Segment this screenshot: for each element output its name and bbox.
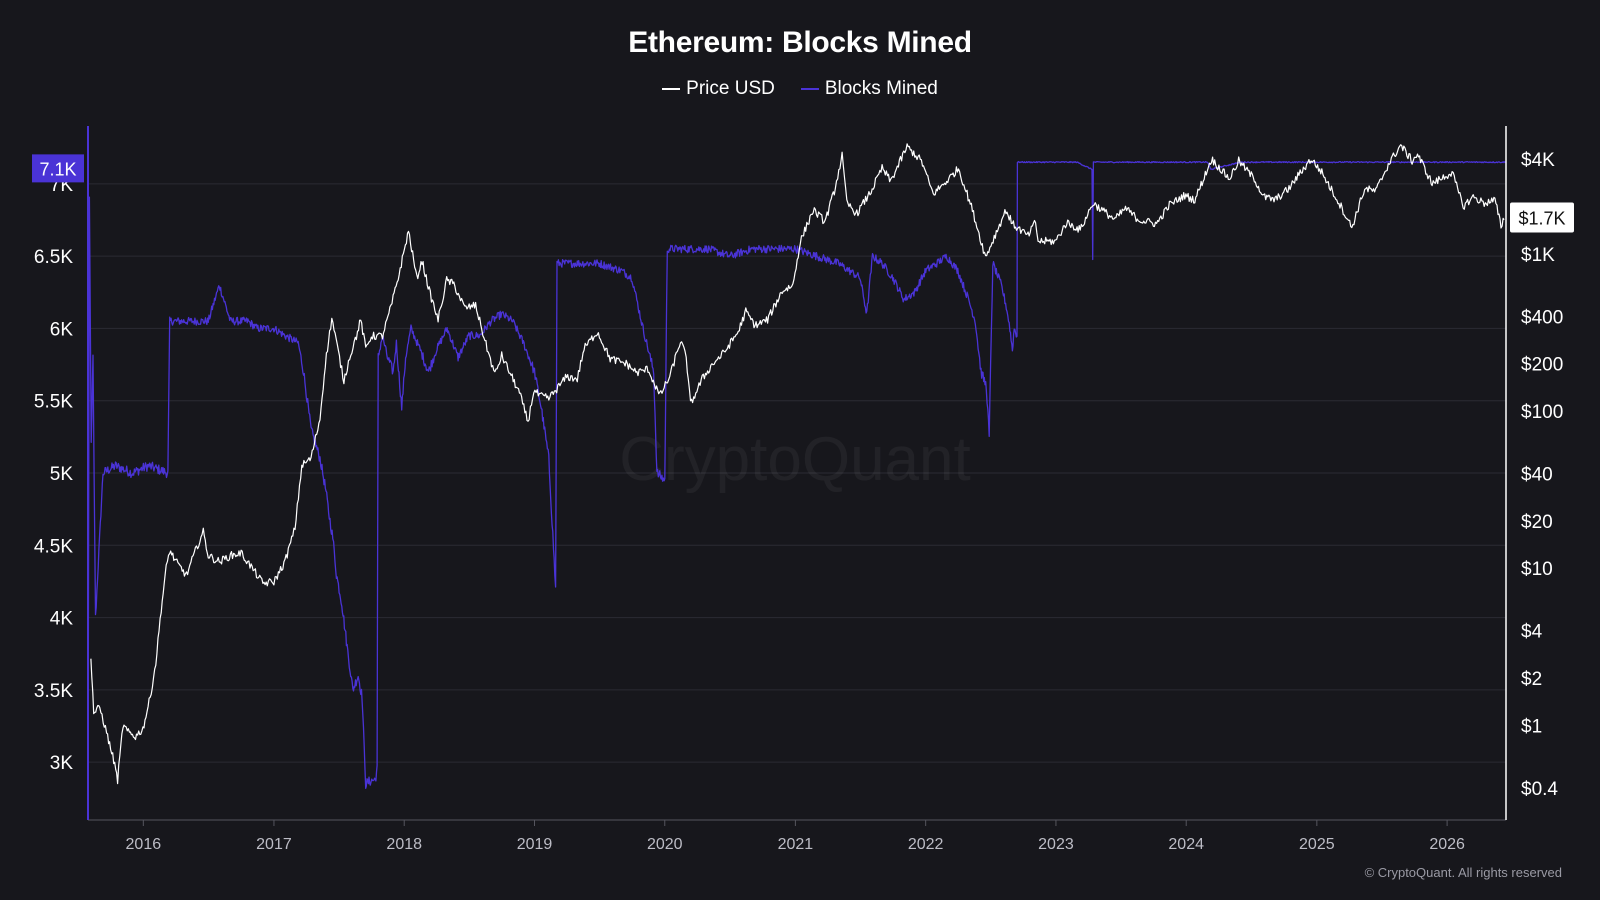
- y-left-tick-label: 5K: [50, 464, 74, 485]
- y-right-tick-label: $40: [1521, 465, 1553, 486]
- chart-title: Ethereum: Blocks Mined: [628, 26, 972, 59]
- legend-label-price: Price USD: [686, 78, 775, 99]
- y-right-tick-label: $4: [1521, 622, 1543, 643]
- y-axis-right-ticks: $0.4 $1 $2 $4 $10 $20 $40 $100 $200 $400 $1K $4K: [1521, 150, 1563, 800]
- legend-swatch-price: [662, 88, 681, 90]
- y-left-tick-label: 6.5K: [34, 247, 73, 268]
- y-right-tick-label: $1K: [1521, 245, 1555, 266]
- y-left-tick-label: 5.5K: [34, 392, 73, 413]
- y-right-tick-label: $10: [1521, 559, 1553, 580]
- grid-lines: [88, 183, 1506, 763]
- x-tick-label: 2025: [1299, 836, 1335, 853]
- legend-item-price[interactable]: Price USD: [662, 78, 775, 100]
- x-tick-label: 2019: [517, 836, 553, 853]
- watermark: CryptoQuant: [619, 425, 971, 494]
- x-tick-label: 2026: [1429, 836, 1465, 853]
- x-tick-label: 2024: [1168, 836, 1204, 853]
- x-tick-label: 2021: [778, 836, 814, 853]
- legend-label-blocks: Blocks Mined: [824, 78, 938, 99]
- y-left-tick-label: 4K: [50, 609, 74, 630]
- badge-label-blocks: 7.1K: [39, 159, 76, 179]
- axes: [87, 126, 1507, 821]
- x-tick-label: 2022: [908, 836, 944, 853]
- y-left-tick-label: 6K: [50, 319, 74, 340]
- series-layer: [87, 143, 1507, 805]
- y-right-tick-label: $1: [1521, 716, 1542, 737]
- x-tick-label: 2018: [386, 836, 422, 853]
- y-right-tick-label: $200: [1521, 355, 1563, 376]
- current-value-badges: 7.1K $1.7K: [32, 154, 1574, 233]
- x-tick-label: 2023: [1038, 836, 1074, 853]
- badge-bg-price: [1510, 202, 1574, 233]
- y-right-tick-label: $100: [1521, 402, 1563, 423]
- y-right-tick-label: $400: [1521, 307, 1563, 328]
- x-tick-label: 2017: [256, 836, 292, 853]
- current-price-badge: $1.7K: [1510, 202, 1574, 233]
- legend-item-blocks[interactable]: Blocks Mined: [800, 78, 938, 100]
- y-right-tick-label: $4K: [1521, 150, 1555, 171]
- y-right-tick-label: $0.4: [1521, 779, 1558, 800]
- y-right-tick-label: $2: [1521, 669, 1542, 690]
- legend-swatch-blocks: [800, 88, 819, 90]
- current-blocks-badge: 7.1K: [32, 154, 84, 183]
- x-tick-label: 2016: [126, 836, 162, 853]
- y-left-tick-label: 3.5K: [34, 681, 73, 702]
- x-axis-ticks: 2016 2017 2018 2019 2020 2021 2022 2023 2024 2025…: [126, 820, 1465, 853]
- copyright-text: © CryptoQuant. All rights reserved: [1364, 865, 1562, 880]
- y-right-tick-label: $20: [1521, 512, 1553, 533]
- y-left-tick-label: 4.5K: [34, 536, 73, 557]
- x-tick-label: 2020: [647, 836, 683, 853]
- chart-legend: Price USD Blocks Mined: [0, 78, 1600, 100]
- badge-label-price: $1.7K: [1518, 209, 1565, 229]
- series-line-price-usd[interactable]: [90, 143, 1505, 785]
- y-left-tick-label: 3K: [50, 753, 74, 774]
- series-line-blocks-mined[interactable]: [87, 160, 1507, 805]
- badge-bg-blocks: [32, 154, 84, 183]
